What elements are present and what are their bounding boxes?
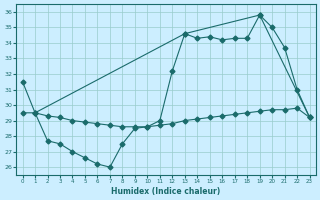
X-axis label: Humidex (Indice chaleur): Humidex (Indice chaleur) [111,187,221,196]
